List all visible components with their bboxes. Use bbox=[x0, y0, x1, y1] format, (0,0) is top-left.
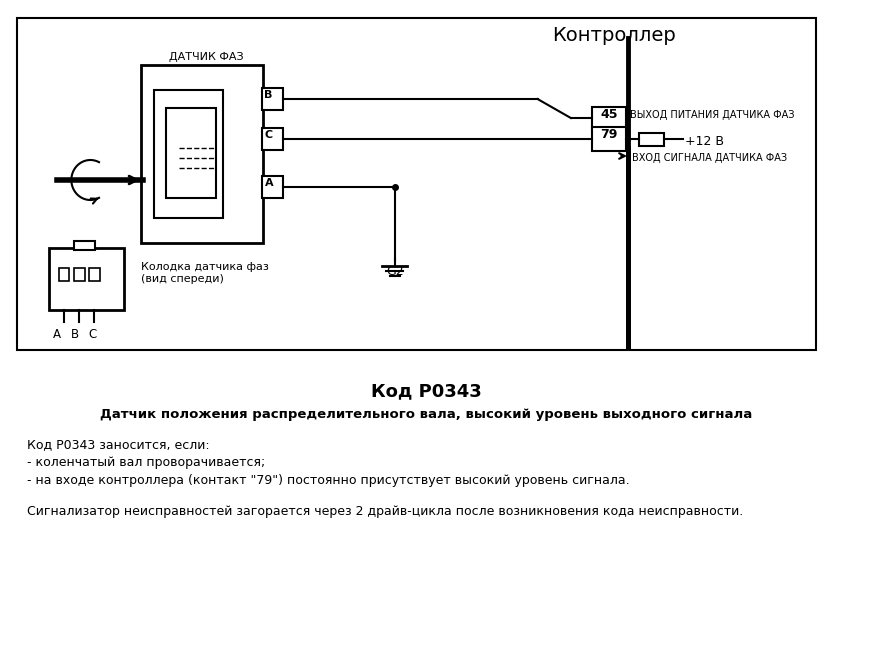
Bar bbox=[141, 65, 263, 243]
Text: С: С bbox=[89, 328, 97, 341]
Text: Код Р0343 заносится, если:: Код Р0343 заносится, если: bbox=[27, 438, 210, 451]
Bar bbox=[17, 18, 816, 350]
Bar bbox=[262, 176, 282, 198]
Bar bbox=[154, 90, 222, 218]
Text: Контроллер: Контроллер bbox=[552, 26, 676, 45]
Text: Сигнализатор неисправностей загорается через 2 драйв-цикла после возникновения к: Сигнализатор неисправностей загорается ч… bbox=[27, 505, 743, 518]
Bar bbox=[640, 133, 664, 146]
Bar bbox=[74, 241, 95, 250]
Text: - коленчатый вал проворачивается;: - коленчатый вал проворачивается; bbox=[27, 456, 265, 469]
Text: Датчик положения распределительного вала, высокий уровень выходного сигнала: Датчик положения распределительного вала… bbox=[100, 408, 753, 421]
Bar bbox=[262, 128, 282, 150]
Text: ВЫХОД ПИТАНИЯ ДАТЧИКА ФАЗ: ВЫХОД ПИТАНИЯ ДАТЧИКА ФАЗ bbox=[630, 110, 795, 120]
Text: 45: 45 bbox=[600, 108, 617, 121]
Bar bbox=[591, 127, 626, 151]
Text: 79: 79 bbox=[600, 128, 617, 141]
Text: В: В bbox=[72, 328, 80, 341]
Text: - на входе контроллера (контакт "79") постоянно присутствует высокий уровень сиг: - на входе контроллера (контакт "79") по… bbox=[27, 474, 629, 487]
Text: ДАТЧИК ФАЗ: ДАТЧИК ФАЗ bbox=[169, 52, 244, 62]
Bar bbox=[49, 248, 124, 310]
Bar bbox=[591, 107, 626, 131]
Text: ВХОД СИГНАЛА ДАТЧИКА ФАЗ: ВХОД СИГНАЛА ДАТЧИКА ФАЗ bbox=[632, 153, 787, 163]
Bar bbox=[90, 268, 99, 281]
Text: А: А bbox=[53, 328, 61, 341]
Text: A: A bbox=[264, 178, 273, 188]
Text: +12 В: +12 В bbox=[685, 135, 724, 148]
Text: G2: G2 bbox=[386, 265, 404, 278]
Text: Код P0343: Код P0343 bbox=[371, 382, 482, 400]
Text: Колодка датчика фаз
(вид спереди): Колодка датчика фаз (вид спереди) bbox=[141, 262, 269, 283]
Bar bbox=[262, 88, 282, 110]
Bar bbox=[74, 268, 85, 281]
Bar bbox=[59, 268, 70, 281]
Text: C: C bbox=[264, 130, 272, 140]
Bar bbox=[167, 108, 216, 198]
Text: B: B bbox=[264, 90, 273, 100]
